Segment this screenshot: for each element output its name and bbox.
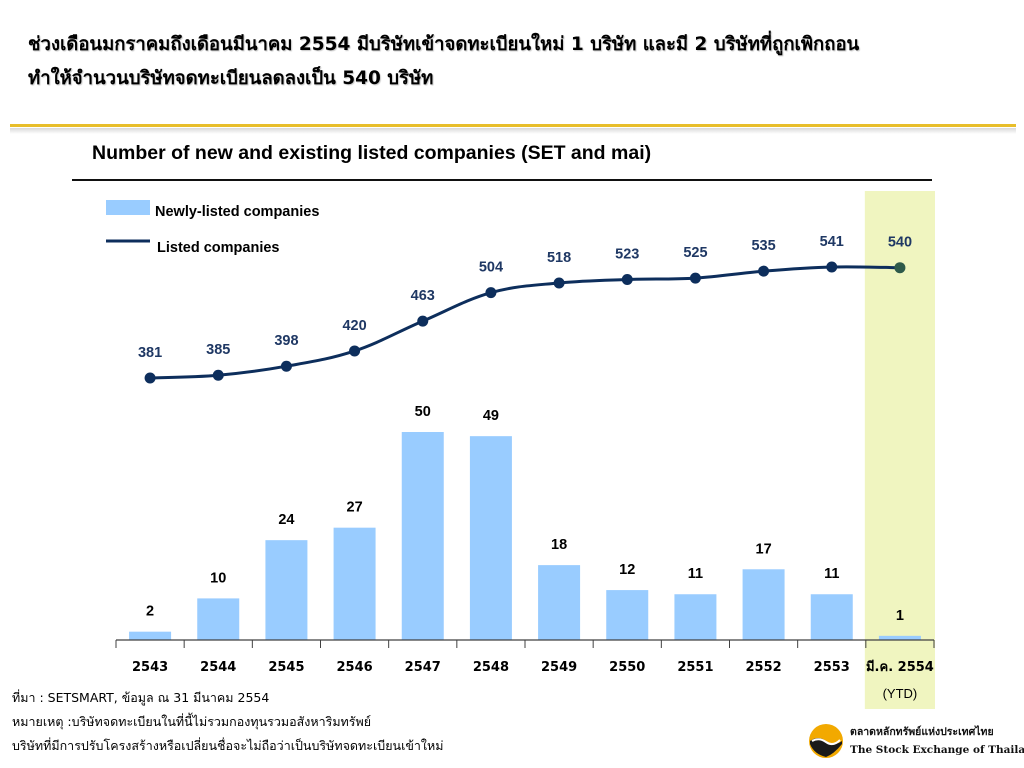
logo-name-th: ตลาดหลักทรัพย์แห่งประเทศไทย — [850, 726, 994, 738]
x-tick-labels: 2543 2544 2545 2546 2547 2548 2549 2550 2551 2552… — [132, 659, 934, 701]
line-marker — [689, 272, 701, 284]
line-marker — [621, 273, 633, 285]
x-tick-label: 2546 — [336, 660, 372, 675]
line-marker — [144, 372, 156, 384]
x-tick-label: 2549 — [541, 660, 577, 675]
gold-divider — [10, 124, 1016, 127]
x-tick-label: 2548 — [473, 660, 509, 675]
chart-title: Number of new and existing listed compan… — [92, 142, 652, 164]
legend-bar-label: Newly-listed companies — [155, 204, 319, 220]
bar — [606, 590, 649, 640]
bar — [129, 631, 172, 640]
line-marker — [826, 261, 838, 273]
line-marker — [349, 345, 361, 357]
bar-data-label: 1 — [896, 608, 904, 624]
bar — [674, 594, 717, 640]
bar-data-label: 11 — [688, 566, 703, 582]
bar-data-label: 17 — [756, 541, 772, 557]
headline-line-1: ช่วงเดือนมกราคมถึงเดือนมีนาคม 2554 มีบริ… — [28, 34, 860, 55]
line-data-label: 523 — [615, 246, 639, 262]
line-data-label: 540 — [888, 235, 912, 251]
logo-name-en: The Stock Exchange of Thailand — [850, 744, 1024, 756]
set-logo: ตลาดหลักทรัพย์แห่งประเทศไทย The Stock Ex… — [808, 721, 1024, 761]
line-series — [144, 261, 906, 384]
bar-data-label: 2 — [146, 604, 154, 620]
remark-note: หมายเหตุ :บริษัทจดทะเบียนในที่นี้ไม่รวมก… — [12, 714, 372, 729]
line-marker — [212, 369, 224, 381]
divider-shadow — [10, 128, 1016, 134]
bar — [401, 432, 444, 640]
line-marker — [485, 287, 497, 299]
line-marker — [894, 262, 906, 274]
bar — [742, 569, 785, 640]
ytd-note: (YTD) — [883, 686, 918, 701]
x-tick-label: 2545 — [268, 660, 304, 675]
line-marker — [417, 315, 429, 327]
bar — [878, 635, 921, 640]
x-tick-label: 2543 — [132, 660, 168, 675]
line-data-label: 385 — [206, 342, 230, 358]
x-tick-label: 2552 — [745, 660, 781, 675]
bar-data-label: 12 — [619, 562, 635, 578]
bar-data-label: 49 — [483, 408, 499, 424]
x-tick-label: 2551 — [677, 660, 713, 675]
bar — [265, 540, 308, 640]
bar-data-label: 10 — [210, 570, 226, 586]
bar — [333, 527, 376, 640]
x-tick-label: 2547 — [405, 660, 441, 675]
line-data-label: 535 — [751, 238, 775, 254]
set-logo-icon — [809, 724, 843, 758]
line-data-label: 463 — [411, 288, 435, 304]
line-data-label: 420 — [342, 318, 366, 334]
bar-data-label: 50 — [415, 404, 431, 420]
bar-data-label: 18 — [551, 537, 567, 553]
line-data-label: 541 — [820, 234, 844, 250]
bar-data-label: 27 — [347, 500, 363, 516]
headline-line-2: ทำให้จำนวนบริษัทจดทะเบียนลดลงเป็น 540 บร… — [28, 68, 434, 89]
bar-data-label: 11 — [824, 566, 839, 582]
source-note: ที่มา : SETSMART, ข้อมูล ณ 31 มีนาคม 255… — [12, 690, 270, 705]
listed-companies-line — [150, 265, 900, 380]
bar-data-label: 24 — [278, 512, 294, 528]
chart-title-rule — [72, 179, 932, 181]
line-data-label: 504 — [479, 260, 503, 276]
headline: ช่วงเดือนมกราคมถึงเดือนมีนาคม 2554 มีบริ… — [28, 28, 1013, 96]
bar — [469, 436, 512, 640]
line-data-label: 398 — [274, 333, 298, 349]
x-axis — [115, 639, 935, 648]
line-marker — [553, 277, 565, 289]
line-data-label: 518 — [547, 250, 571, 266]
footnotes: ที่มา : SETSMART, ข้อมูล ณ 31 มีนาคม 255… — [12, 686, 444, 758]
x-tick-label: 2550 — [609, 660, 645, 675]
remark-note-2: บริษัทที่มีการปรับโครงสร้างหรือเปลี่ยนชื… — [12, 738, 444, 753]
x-tick-label: มี.ค. 2554 — [866, 659, 934, 675]
line-marker — [280, 360, 292, 372]
line-data-labels: 381 385 398 420 463 504 518 523 525 535 541 540 — [138, 234, 912, 361]
bar — [538, 565, 581, 640]
chart-legend: Newly-listed companies Listed companies — [106, 200, 319, 256]
bar — [197, 598, 240, 640]
x-tick-label: 2553 — [814, 660, 850, 675]
legend-bar-swatch — [106, 200, 150, 215]
line-data-label: 381 — [138, 345, 162, 361]
legend-line-label: Listed companies — [157, 240, 279, 256]
bar-series — [129, 432, 921, 640]
bar — [810, 594, 853, 640]
line-marker — [758, 265, 770, 277]
ytd-highlight-band — [864, 191, 935, 709]
logo-text: ตลาดหลักทรัพย์แห่งประเทศไทย The Stock Ex… — [850, 723, 1024, 759]
x-tick-label: 2544 — [200, 660, 236, 675]
line-data-label: 525 — [683, 245, 707, 261]
